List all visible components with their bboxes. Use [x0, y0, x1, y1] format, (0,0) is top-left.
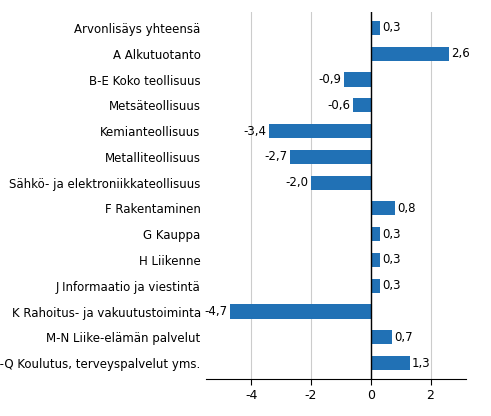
Text: 0,3: 0,3	[382, 253, 401, 267]
Text: -0,6: -0,6	[327, 99, 351, 112]
Bar	[371, 21, 380, 35]
Bar	[371, 47, 448, 61]
Text: -3,4: -3,4	[244, 124, 267, 138]
Text: -2,0: -2,0	[286, 176, 308, 189]
Text: -0,9: -0,9	[319, 73, 341, 86]
Text: 0,3: 0,3	[382, 279, 401, 292]
Text: 0,3: 0,3	[382, 22, 401, 35]
Text: -2,7: -2,7	[265, 150, 288, 163]
Text: 0,8: 0,8	[397, 202, 415, 215]
Text: 0,7: 0,7	[394, 331, 413, 344]
Bar	[353, 98, 371, 112]
Bar	[290, 150, 371, 164]
Bar	[371, 330, 392, 344]
Text: 2,6: 2,6	[451, 47, 470, 60]
Bar	[371, 201, 395, 215]
Bar	[371, 227, 380, 241]
Bar	[269, 124, 371, 138]
Bar	[311, 176, 371, 190]
Bar	[230, 305, 371, 319]
Text: 0,3: 0,3	[382, 228, 401, 241]
Bar	[371, 356, 409, 370]
Text: -4,7: -4,7	[205, 305, 228, 318]
Text: 1,3: 1,3	[412, 357, 431, 369]
Bar	[344, 72, 371, 87]
Bar	[371, 253, 380, 267]
Bar	[371, 279, 380, 293]
